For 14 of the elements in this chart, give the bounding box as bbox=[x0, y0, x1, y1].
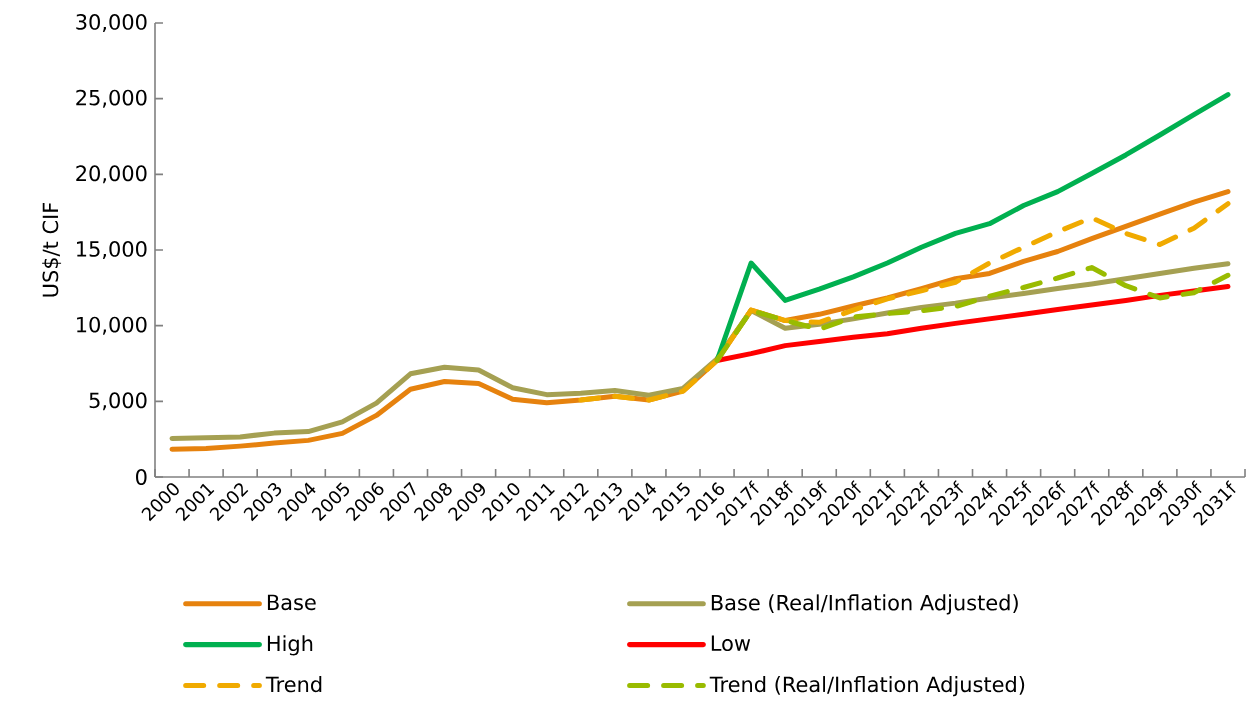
y-tick-label: 30,000 bbox=[76, 14, 147, 32]
y-tick-label: 5,000 bbox=[89, 392, 147, 411]
y-tick-label: 0 bbox=[136, 469, 147, 485]
y-tick-label: 25,000 bbox=[76, 89, 147, 108]
y-axis-title: US$/t CIF bbox=[42, 202, 62, 297]
legend-label: High bbox=[267, 635, 313, 656]
legend-label: Low bbox=[711, 635, 751, 652]
legend-label: Trend (Real/Inflation Adjusted) bbox=[709, 676, 1025, 697]
y-tick-label: 10,000 bbox=[77, 316, 147, 335]
legend-label: Base bbox=[267, 594, 316, 611]
y-tick-label: 20,000 bbox=[76, 165, 147, 184]
legend-label: Trend bbox=[265, 676, 322, 693]
legend-label: Base (Real/Inflation Adjusted) bbox=[711, 594, 1018, 615]
y-tick-label: 15,000 bbox=[77, 241, 147, 259]
